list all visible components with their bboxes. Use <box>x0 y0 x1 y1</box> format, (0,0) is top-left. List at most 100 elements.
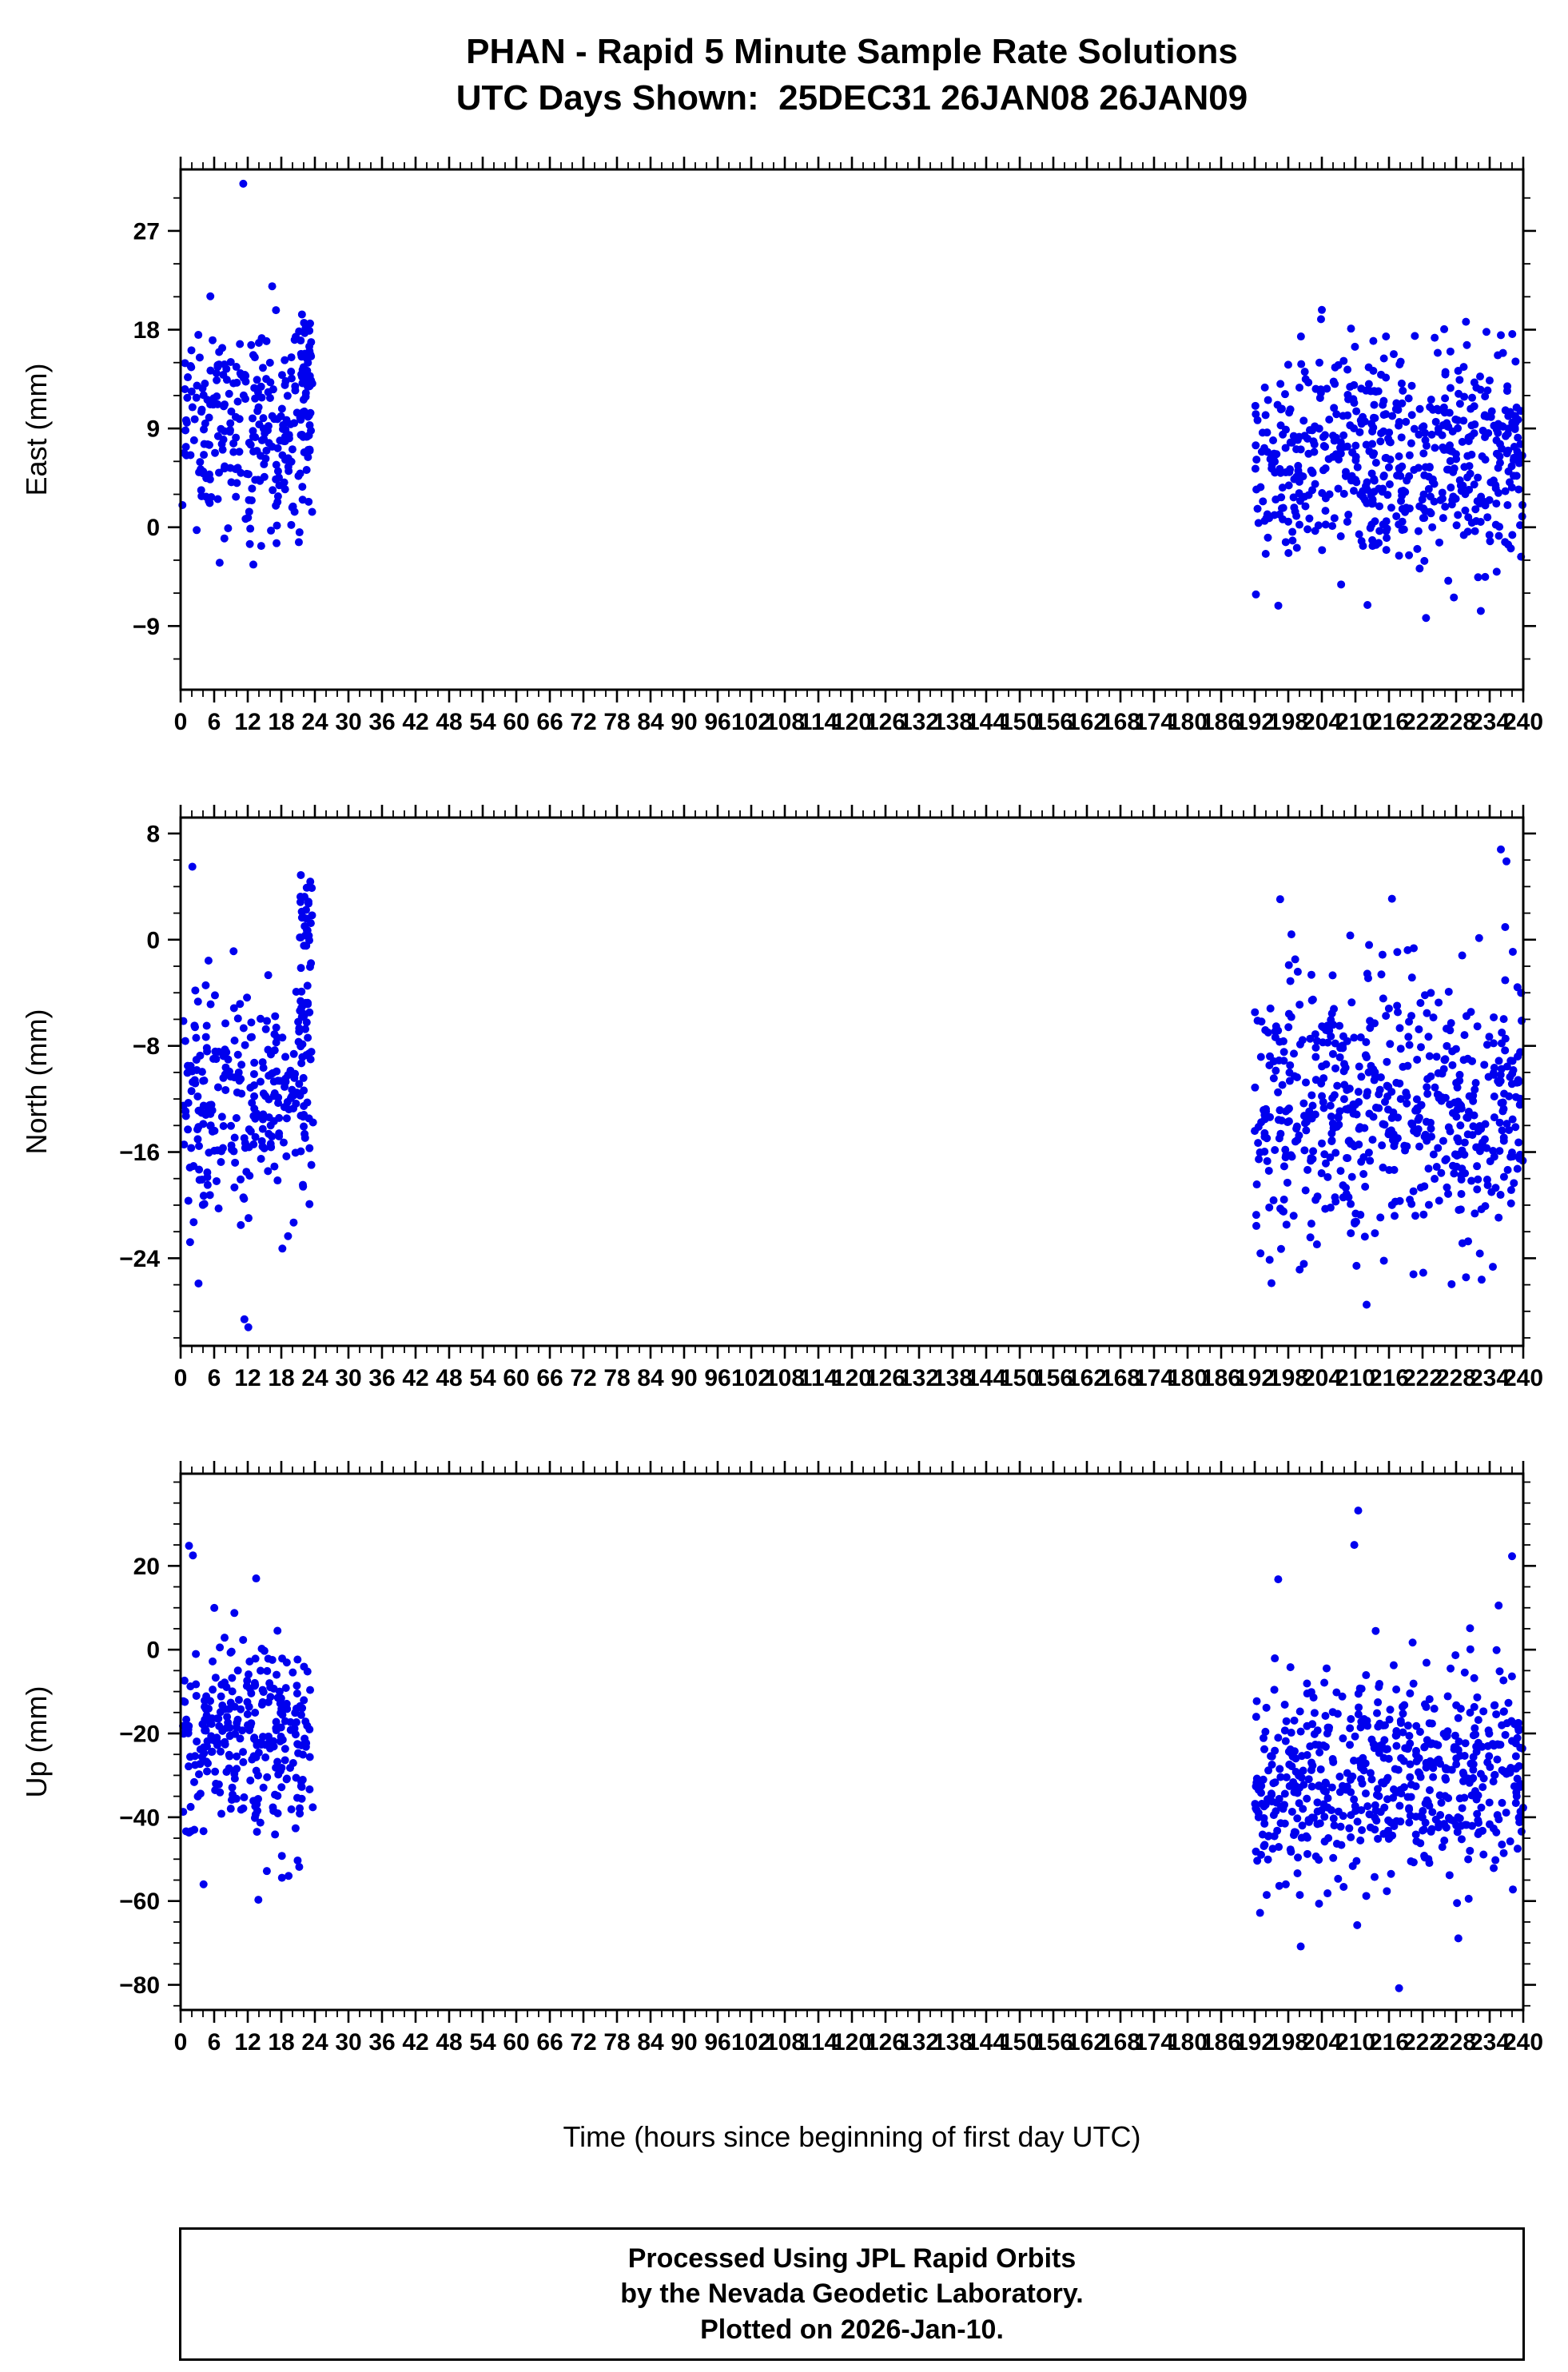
svg-text:20: 20 <box>133 1554 160 1580</box>
svg-text:234: 234 <box>1470 2029 1510 2056</box>
svg-text:204: 204 <box>1302 709 1342 735</box>
svg-text:198: 198 <box>1268 709 1308 735</box>
svg-text:156: 156 <box>1033 1365 1073 1391</box>
svg-text:84: 84 <box>637 1365 664 1391</box>
svg-text:216: 216 <box>1369 709 1409 735</box>
svg-text:174: 174 <box>1134 709 1174 735</box>
svg-text:228: 228 <box>1436 709 1476 735</box>
footer-line1: Processed Using JPL Rapid Orbits <box>627 2243 1077 2274</box>
svg-text:168: 168 <box>1100 2029 1140 2056</box>
chart-title: PHAN - Rapid 5 Minute Sample Rate Soluti… <box>181 29 1523 121</box>
svg-text:228: 228 <box>1436 1365 1476 1391</box>
svg-text:30: 30 <box>335 2029 361 2056</box>
svg-text:186: 186 <box>1201 709 1241 735</box>
svg-text:6: 6 <box>208 1365 221 1391</box>
svg-text:144: 144 <box>966 1365 1006 1391</box>
svg-text:120: 120 <box>832 1365 872 1391</box>
svg-text:96: 96 <box>704 709 730 735</box>
svg-text:78: 78 <box>603 1365 630 1391</box>
svg-text:60: 60 <box>503 1365 529 1391</box>
up-panel: −80 −60 −40 −20 0 20 0 6 12 18 24 30 36 42 48 54 60 66 72 7… <box>0 1456 1568 2068</box>
svg-text:66: 66 <box>536 709 563 735</box>
svg-text:48: 48 <box>436 709 462 735</box>
svg-text:222: 222 <box>1403 2029 1443 2056</box>
svg-text:156: 156 <box>1033 2029 1073 2056</box>
svg-text:132: 132 <box>899 709 939 735</box>
north-panel: −24 −16 −8 0 8 0 6 12 18 24 30 36 42 48 54 60 66 72 78 84 90… <box>0 800 1568 1403</box>
svg-text:102: 102 <box>731 709 771 735</box>
svg-text:24: 24 <box>301 709 328 735</box>
svg-text:60: 60 <box>503 2029 529 2056</box>
svg-text:174: 174 <box>1134 1365 1174 1391</box>
svg-text:108: 108 <box>765 1365 805 1391</box>
svg-text:18: 18 <box>268 709 294 735</box>
svg-text:120: 120 <box>832 709 872 735</box>
svg-text:102: 102 <box>731 2029 771 2056</box>
svg-text:102: 102 <box>731 1365 771 1391</box>
svg-text:12: 12 <box>234 2029 261 2056</box>
svg-text:36: 36 <box>368 2029 395 2056</box>
svg-text:186: 186 <box>1201 2029 1241 2056</box>
svg-text:240: 240 <box>1503 1365 1543 1391</box>
svg-text:96: 96 <box>704 1365 730 1391</box>
svg-text:192: 192 <box>1235 1365 1275 1391</box>
chart-title-line2: UTC Days Shown: 25DEC31 26JAN08 26JAN09 <box>456 78 1248 118</box>
svg-text:0: 0 <box>146 927 160 953</box>
svg-text:48: 48 <box>436 1365 462 1391</box>
svg-text:Up (mm): Up (mm) <box>20 1686 53 1798</box>
svg-text:−9: −9 <box>133 614 160 640</box>
svg-text:72: 72 <box>570 2029 596 2056</box>
svg-text:216: 216 <box>1369 1365 1409 1391</box>
svg-text:66: 66 <box>536 1365 563 1391</box>
svg-text:162: 162 <box>1067 2029 1107 2056</box>
svg-text:24: 24 <box>301 1365 328 1391</box>
svg-text:−40: −40 <box>119 1805 160 1832</box>
x-axis-label: Time (hours since beginning of first day… <box>563 2120 1141 2154</box>
svg-text:18: 18 <box>133 317 160 344</box>
svg-text:18: 18 <box>268 2029 294 2056</box>
svg-text:228: 228 <box>1436 2029 1476 2056</box>
svg-text:234: 234 <box>1470 1365 1510 1391</box>
svg-text:114: 114 <box>799 1365 838 1391</box>
svg-text:60: 60 <box>503 709 529 735</box>
svg-text:−16: −16 <box>119 1140 160 1166</box>
svg-text:−60: −60 <box>119 1888 160 1915</box>
svg-text:54: 54 <box>469 2029 496 2056</box>
svg-text:48: 48 <box>436 2029 462 2056</box>
svg-text:150: 150 <box>1000 2029 1040 2056</box>
svg-text:150: 150 <box>1000 709 1040 735</box>
svg-text:138: 138 <box>933 709 973 735</box>
svg-text:84: 84 <box>637 709 664 735</box>
svg-text:204: 204 <box>1302 1365 1342 1391</box>
svg-text:192: 192 <box>1235 2029 1275 2056</box>
svg-text:210: 210 <box>1335 2029 1375 2056</box>
svg-text:78: 78 <box>603 709 630 735</box>
svg-text:210: 210 <box>1335 1365 1375 1391</box>
svg-text:30: 30 <box>335 709 361 735</box>
svg-text:78: 78 <box>603 2029 630 2056</box>
svg-text:108: 108 <box>765 2029 805 2056</box>
svg-text:72: 72 <box>570 709 596 735</box>
svg-text:30: 30 <box>335 1365 361 1391</box>
svg-text:12: 12 <box>234 709 261 735</box>
svg-text:180: 180 <box>1168 1365 1208 1391</box>
svg-text:72: 72 <box>570 1365 596 1391</box>
svg-text:0: 0 <box>146 515 160 541</box>
svg-text:12: 12 <box>234 1365 261 1391</box>
svg-text:North (mm): North (mm) <box>20 1009 53 1155</box>
svg-text:36: 36 <box>368 1365 395 1391</box>
svg-text:114: 114 <box>799 709 838 735</box>
svg-text:54: 54 <box>469 1365 496 1391</box>
svg-text:240: 240 <box>1503 709 1543 735</box>
svg-text:42: 42 <box>402 1365 428 1391</box>
svg-text:24: 24 <box>301 2029 328 2056</box>
svg-text:−20: −20 <box>119 1721 160 1748</box>
svg-text:186: 186 <box>1201 1365 1241 1391</box>
svg-text:198: 198 <box>1268 1365 1308 1391</box>
svg-text:180: 180 <box>1168 709 1208 735</box>
svg-text:0: 0 <box>174 1365 188 1391</box>
svg-text:168: 168 <box>1100 709 1140 735</box>
